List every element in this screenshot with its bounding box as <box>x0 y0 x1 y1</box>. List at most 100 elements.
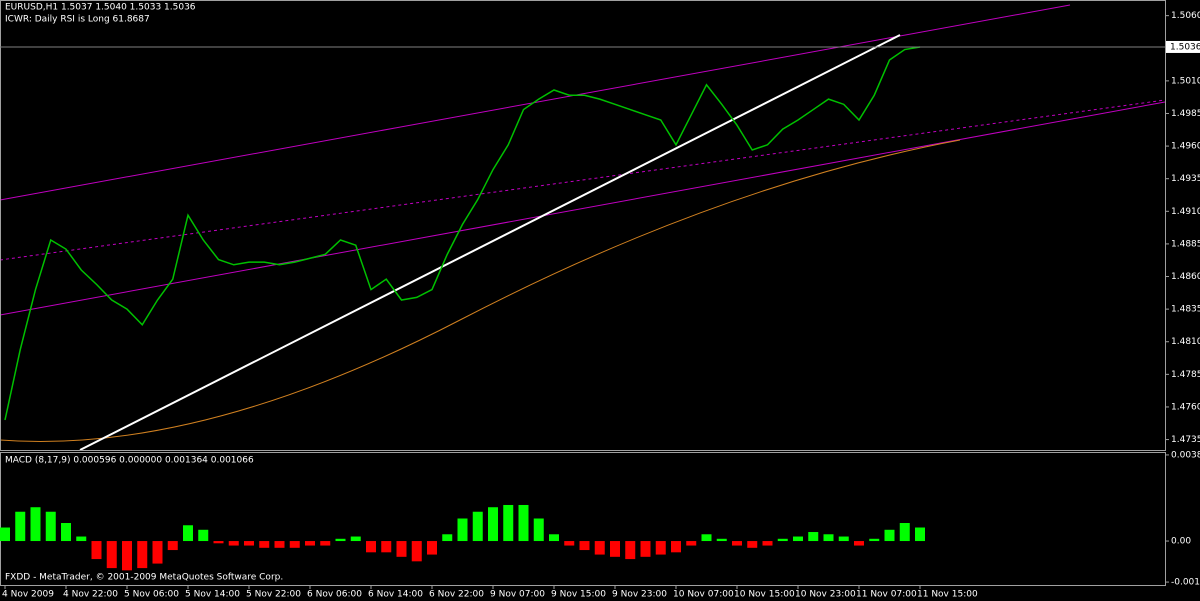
macd-bar <box>838 536 849 542</box>
macd-bar <box>76 536 87 542</box>
macd-bar <box>869 538 880 542</box>
macd-bar <box>122 541 132 571</box>
macd-bar <box>335 538 346 542</box>
y-tick-label: 1.4810 <box>1171 337 1200 347</box>
macd-bar <box>594 541 605 555</box>
macd-bar <box>671 541 681 553</box>
macd-bar <box>549 534 559 542</box>
macd-bar <box>808 532 819 542</box>
macd-bar <box>167 541 178 551</box>
y-tick-label: 1.4785 <box>1171 370 1200 380</box>
chart-subtitle: ICWR: Daily RSI is Long 61.8687 <box>5 15 150 25</box>
channel-line <box>0 101 1166 316</box>
x-tick-label: 11 Nov 15:00 <box>917 590 978 600</box>
x-tick-label: 10 Nov 23:00 <box>795 590 856 600</box>
price-tag-label: 1.5036 <box>1170 42 1200 52</box>
chart-title: EURUSD,H1 1.5037 1.5040 1.5033 1.5036 <box>5 3 196 13</box>
y-tick-label: 1.5010 <box>1171 76 1200 86</box>
macd-bar <box>61 523 71 542</box>
macd-bar <box>427 541 437 555</box>
macd-bar <box>213 541 224 544</box>
macd-bar <box>716 538 727 542</box>
x-tick-label: 5 Nov 14:00 <box>185 590 240 600</box>
macd-bar <box>747 541 758 548</box>
moving-average <box>0 139 961 442</box>
macd-bar <box>366 541 376 553</box>
macd-bar <box>30 507 41 542</box>
y-tick-label: 1.4910 <box>1171 207 1200 217</box>
macd-bar <box>503 504 514 542</box>
macd-bar <box>320 541 331 546</box>
macd-bar <box>686 541 697 546</box>
x-tick-label: 10 Nov 15:00 <box>734 590 795 600</box>
x-tick-label: 9 Nov 15:00 <box>551 590 606 600</box>
x-tick-label: 6 Nov 22:00 <box>429 590 484 600</box>
macd-bar <box>244 541 254 546</box>
x-tick-label: 9 Nov 07:00 <box>490 590 545 600</box>
macd-bar <box>915 527 925 542</box>
macd-bar <box>198 529 209 542</box>
macd-frame <box>0 452 1166 586</box>
macd-bar <box>655 541 666 555</box>
macd-bar <box>488 507 498 542</box>
macd-bar <box>396 541 407 557</box>
x-tick-label: 4 Nov 2009 <box>2 590 54 600</box>
macd-bar <box>15 511 26 542</box>
macd-bar <box>442 534 453 542</box>
macd-bar <box>823 534 834 542</box>
macd-bar <box>45 511 56 542</box>
macd-bar <box>732 541 742 546</box>
macd-bar <box>899 523 910 542</box>
y-tick-label: 1.5060 <box>1171 11 1200 21</box>
macd-bar <box>274 541 285 548</box>
indicator-title: MACD (8,17,9) 0.000596 0.000000 0.001364… <box>5 456 254 466</box>
macd-bar <box>472 511 483 542</box>
macd-bar <box>152 541 163 564</box>
price-frame <box>0 0 1166 451</box>
y-tick-label: -0.00182 <box>1171 578 1200 588</box>
macd-bar <box>457 518 468 542</box>
macd-bar <box>289 541 300 548</box>
macd-bar <box>137 541 148 569</box>
x-tick-label: 11 Nov 07:00 <box>856 590 917 600</box>
price-line <box>4 46 921 421</box>
macd-bar <box>106 541 117 569</box>
macd-bar <box>640 541 651 557</box>
price-tag <box>1166 40 1200 53</box>
x-tick-label: 9 Nov 23:00 <box>612 590 667 600</box>
y-tick-label: 1.4885 <box>1171 239 1200 249</box>
macd-bar <box>259 541 270 548</box>
macd-bar <box>350 536 361 542</box>
footer: FXDD - MetaTrader, © 2001-2009 MetaQuote… <box>5 573 283 583</box>
macd-bar <box>854 541 864 546</box>
macd-bar <box>305 541 315 546</box>
y-tick-label: 1.4860 <box>1171 272 1200 282</box>
y-tick-label: 1.4935 <box>1171 174 1200 184</box>
y-tick-label: 1.4760 <box>1171 402 1200 412</box>
y-tick-label: 1.4985 <box>1171 109 1200 119</box>
x-tick-label: 10 Nov 07:00 <box>673 590 734 600</box>
macd-bar <box>381 541 392 553</box>
x-tick-label: 4 Nov 22:00 <box>63 590 118 600</box>
macd-bar <box>579 541 590 551</box>
macd-bar <box>228 541 239 546</box>
channel-mid <box>0 99 1166 261</box>
macd-bar <box>91 541 102 560</box>
macd-bar <box>762 541 773 546</box>
macd-bar <box>0 527 10 542</box>
macd-bar <box>884 529 895 542</box>
macd-bar <box>564 541 575 546</box>
macd-bar <box>610 541 620 557</box>
x-tick-label: 6 Nov 06:00 <box>307 590 362 600</box>
macd-bar <box>777 538 788 542</box>
macd-bar <box>518 504 529 542</box>
y-tick-label: 1.4735 <box>1171 435 1200 445</box>
macd-bar <box>411 541 422 562</box>
trend-line <box>79 34 901 451</box>
x-tick-label: 5 Nov 06:00 <box>124 590 179 600</box>
macd-bar <box>183 525 193 542</box>
y-tick-label: 0.00382 <box>1171 450 1200 460</box>
macd-bar <box>701 534 712 542</box>
